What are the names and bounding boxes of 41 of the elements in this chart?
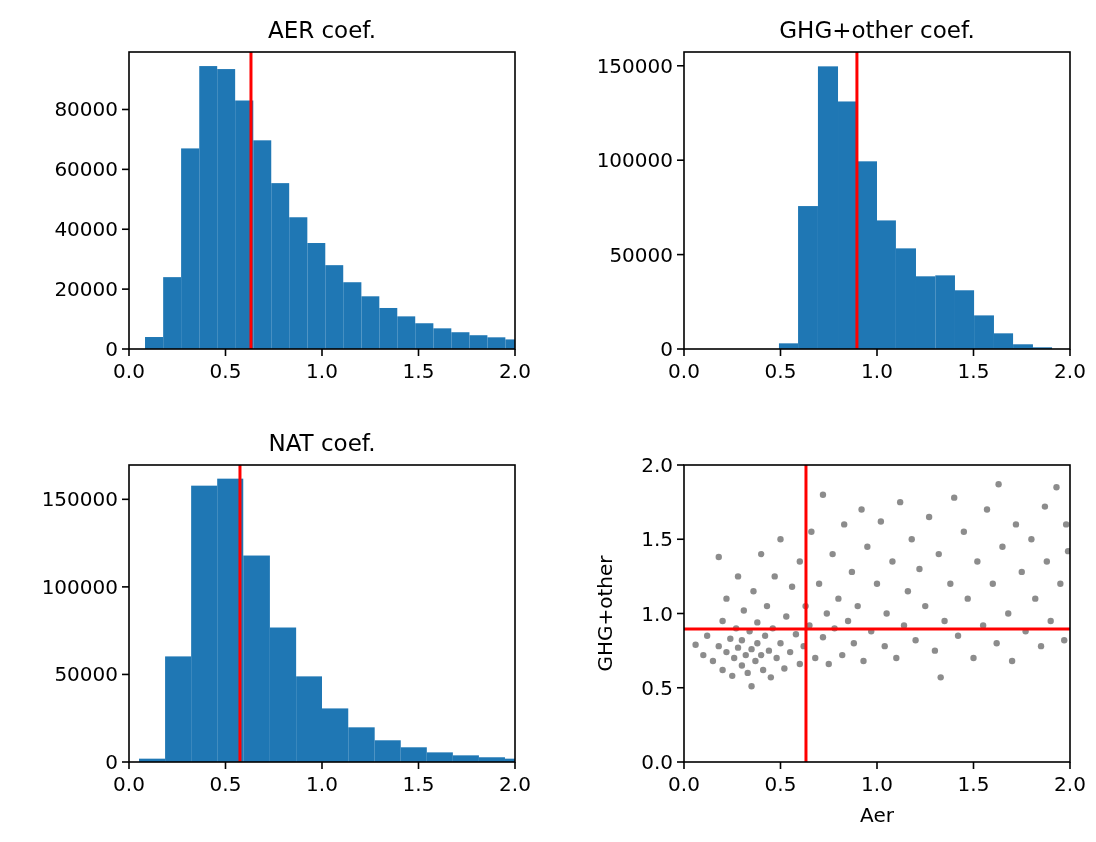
- y-tick-label: 100000: [41, 574, 118, 599]
- x-tick-label: 2.0: [499, 772, 531, 796]
- y-tick-label: 100000: [596, 148, 673, 173]
- y-tick-label: 60000: [54, 157, 118, 182]
- y-tick-label: 80000: [54, 97, 118, 122]
- y-tick-label: 0.5: [641, 675, 673, 700]
- chart-title: AER coef.: [267, 17, 377, 43]
- x-tick-label: 0.5: [209, 772, 242, 796]
- x-tick-label: 1.0: [306, 772, 338, 796]
- x-tick-label: 2.0: [499, 359, 531, 383]
- y-tick-label: 2.0: [641, 453, 673, 477]
- x-tick-label: 0.5: [764, 772, 797, 796]
- y-tick-label: 0: [105, 750, 118, 774]
- x-tick-label: 0.0: [668, 772, 700, 796]
- y-tick-label: 0.0: [641, 750, 673, 774]
- y-tick-label: 150000: [41, 487, 118, 512]
- chart-title: GHG+other coef.: [779, 17, 975, 43]
- x-tick-label: 1.0: [861, 359, 893, 383]
- y-tick-label: 0: [105, 337, 118, 361]
- x-tick-label: 1.0: [861, 772, 893, 796]
- chart-title: NAT coef.: [268, 430, 376, 456]
- y-tick-label: 50000: [54, 662, 118, 687]
- y-tick-label: 50000: [609, 242, 673, 267]
- x-axis-title: Aer: [860, 803, 895, 827]
- y-tick-label: 40000: [54, 217, 118, 242]
- y-tick-label: 1.0: [641, 601, 673, 626]
- x-tick-label: 0.0: [668, 359, 700, 383]
- x-tick-label: 2.0: [1054, 359, 1086, 383]
- x-tick-label: 0.5: [764, 359, 797, 383]
- x-tick-label: 0.5: [209, 359, 242, 383]
- y-tick-label: 150000: [596, 53, 673, 78]
- y-tick-label: 1.5: [641, 527, 673, 552]
- y-axis-title: GHG+other: [593, 554, 617, 672]
- y-tick-label: 20000: [54, 277, 118, 302]
- x-tick-label: 1.5: [957, 359, 990, 383]
- x-tick-label: 1.5: [402, 359, 435, 383]
- x-tick-label: 1.5: [402, 772, 435, 796]
- y-tick-label: 0: [660, 337, 673, 361]
- x-tick-label: 2.0: [1054, 772, 1086, 796]
- x-tick-label: 1.0: [306, 359, 338, 383]
- x-tick-label: 1.5: [957, 772, 990, 796]
